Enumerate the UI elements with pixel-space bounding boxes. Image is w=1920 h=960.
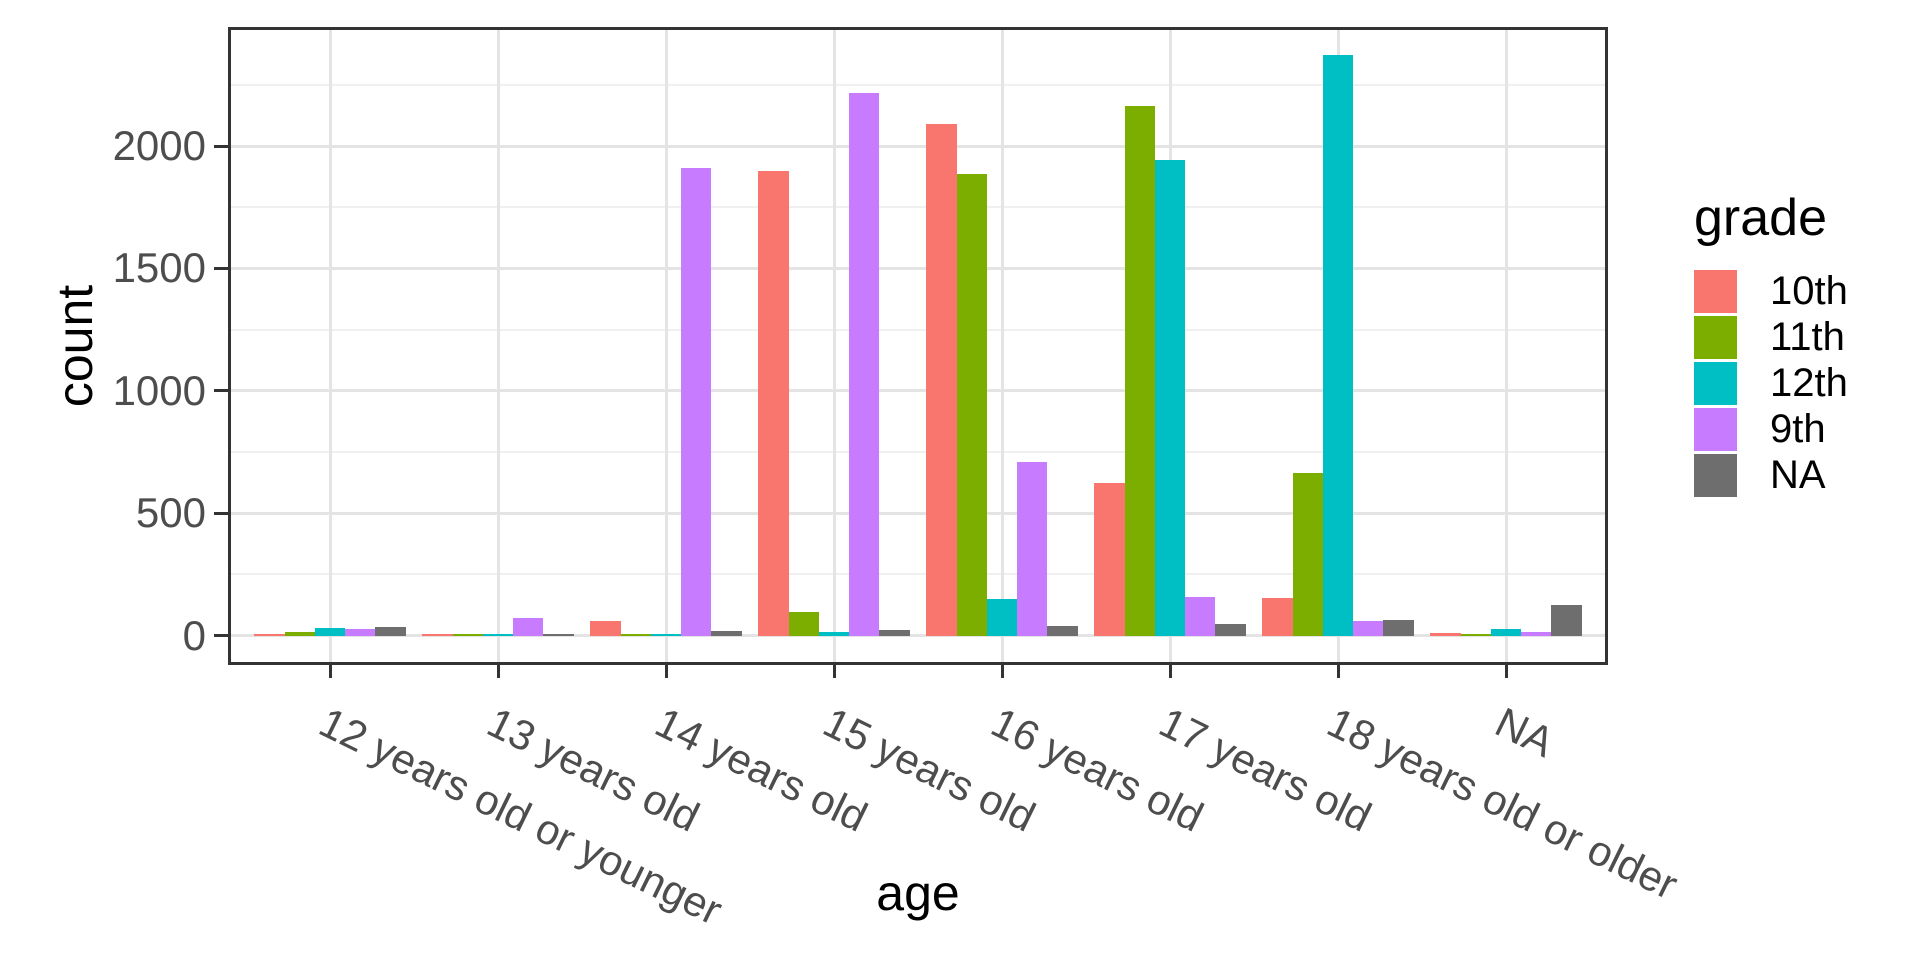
bar-15-years-old-10th: [758, 170, 789, 636]
bar-14-years-old-9th: [681, 167, 712, 636]
y-tick: [214, 266, 228, 270]
bar-14-years-old-11th: [620, 633, 651, 636]
legend-label: 11th: [1770, 314, 1845, 359]
bar-12-years-old-or-younger-NA: [375, 626, 406, 636]
legend-label: 9th: [1770, 406, 1826, 451]
legend-key-11th: [1694, 315, 1737, 359]
gridline-major-y: [230, 144, 1606, 148]
bar-17-years-old-NA: [1215, 623, 1246, 636]
bar-NA-9th: [1521, 632, 1552, 636]
bar-16-years-old-NA: [1047, 625, 1078, 636]
legend-items: 10th 11th 12th 9th NA: [1694, 268, 1920, 498]
bar-18-years-old-or-older-NA: [1383, 620, 1414, 636]
x-tick: [496, 664, 500, 678]
x-tick-label: NA: [1488, 698, 1562, 767]
bar-18-years-old-or-older-11th: [1292, 473, 1323, 636]
gridline-major-y: [230, 634, 1606, 638]
legend-item: 11th: [1694, 314, 1920, 360]
y-tick-label: 1500: [112, 244, 206, 292]
gridline-major-x: [496, 29, 500, 663]
bar-NA-10th: [1430, 632, 1461, 636]
x-tick: [328, 664, 332, 678]
y-axis-title: count: [47, 284, 103, 408]
bar-14-years-old-10th: [590, 621, 621, 636]
legend-label: NA: [1770, 452, 1826, 497]
bar-18-years-old-or-older-9th: [1353, 621, 1384, 636]
bar-17-years-old-11th: [1124, 105, 1155, 636]
gridline-major-x: [664, 29, 668, 663]
legend-label: 10th: [1770, 268, 1848, 313]
x-tick: [1336, 664, 1340, 678]
gridline-minor-y: [230, 573, 1606, 576]
bar-13-years-old-11th: [452, 634, 483, 636]
bar-17-years-old-10th: [1094, 482, 1125, 636]
bar-13-years-old-NA: [543, 634, 574, 636]
y-tick-label: 1000: [112, 366, 206, 414]
bar-13-years-old-9th: [513, 618, 544, 636]
gridline-major-x: [328, 29, 332, 663]
bar-16-years-old-9th: [1017, 462, 1048, 636]
plot-panel: [228, 27, 1608, 665]
gridline-minor-y: [230, 451, 1606, 454]
legend-key-12th: [1694, 361, 1737, 405]
legend-key-NA: [1694, 453, 1737, 497]
y-tick: [214, 389, 228, 393]
bar-18-years-old-or-older-12th: [1322, 55, 1354, 636]
gridline-minor-y: [230, 328, 1606, 331]
legend-item: 9th: [1694, 406, 1920, 452]
gridline-major-x: [1504, 29, 1508, 663]
bar-NA-NA: [1551, 605, 1582, 636]
legend-item: NA: [1694, 452, 1920, 498]
bar-12-years-old-or-younger-10th: [254, 634, 285, 636]
gridline-major-y: [230, 266, 1606, 270]
bar-16-years-old-11th: [956, 174, 987, 636]
bar-15-years-old-12th: [818, 632, 850, 636]
legend-key-9th: [1694, 407, 1737, 451]
gridline-major-y: [230, 389, 1606, 393]
bar-16-years-old-12th: [986, 598, 1018, 636]
legend-title: grade: [1694, 189, 1827, 247]
gridline-major-x: [1000, 29, 1004, 663]
bar-13-years-old-12th: [482, 634, 514, 636]
bar-13-years-old-10th: [422, 634, 453, 636]
y-tick: [214, 511, 228, 515]
y-tick-label: 500: [135, 489, 206, 537]
bar-15-years-old-11th: [788, 611, 819, 636]
legend-key-10th: [1694, 269, 1737, 313]
x-tick: [1168, 664, 1172, 678]
x-tick: [664, 664, 668, 678]
bar-15-years-old-9th: [849, 93, 880, 636]
panel-border: [228, 27, 1608, 665]
gridline-minor-y: [230, 83, 1606, 86]
x-tick: [1504, 664, 1508, 678]
bar-17-years-old-12th: [1154, 159, 1186, 636]
y-tick: [214, 144, 228, 148]
bar-16-years-old-10th: [926, 123, 957, 636]
bar-12-years-old-or-younger-12th: [314, 628, 346, 636]
bar-14-years-old-NA: [711, 630, 742, 636]
bar-18-years-old-or-older-10th: [1262, 597, 1293, 636]
bar-12-years-old-or-younger-9th: [345, 629, 376, 636]
x-tick: [1000, 664, 1004, 678]
legend-item: 12th: [1694, 360, 1920, 406]
bar-14-years-old-12th: [650, 634, 682, 636]
legend-item: 10th: [1694, 268, 1920, 314]
bar-NA-11th: [1460, 634, 1491, 636]
bar-17-years-old-9th: [1185, 596, 1216, 636]
gridline-major-x: [832, 29, 836, 663]
y-tick-label: 2000: [112, 122, 206, 170]
gridline-minor-y: [230, 206, 1606, 209]
bar-NA-12th: [1490, 629, 1522, 636]
y-tick: [214, 634, 228, 638]
legend-label: 12th: [1770, 360, 1848, 405]
gridline-major-y: [230, 511, 1606, 515]
legend: grade 10th 11th 12th 9th NA: [1694, 188, 1920, 498]
bar-12-years-old-or-younger-11th: [284, 631, 315, 636]
x-axis-title: age: [876, 865, 960, 921]
bar-15-years-old-NA: [879, 630, 910, 636]
x-tick: [832, 664, 836, 678]
y-tick-label: 0: [182, 611, 206, 659]
